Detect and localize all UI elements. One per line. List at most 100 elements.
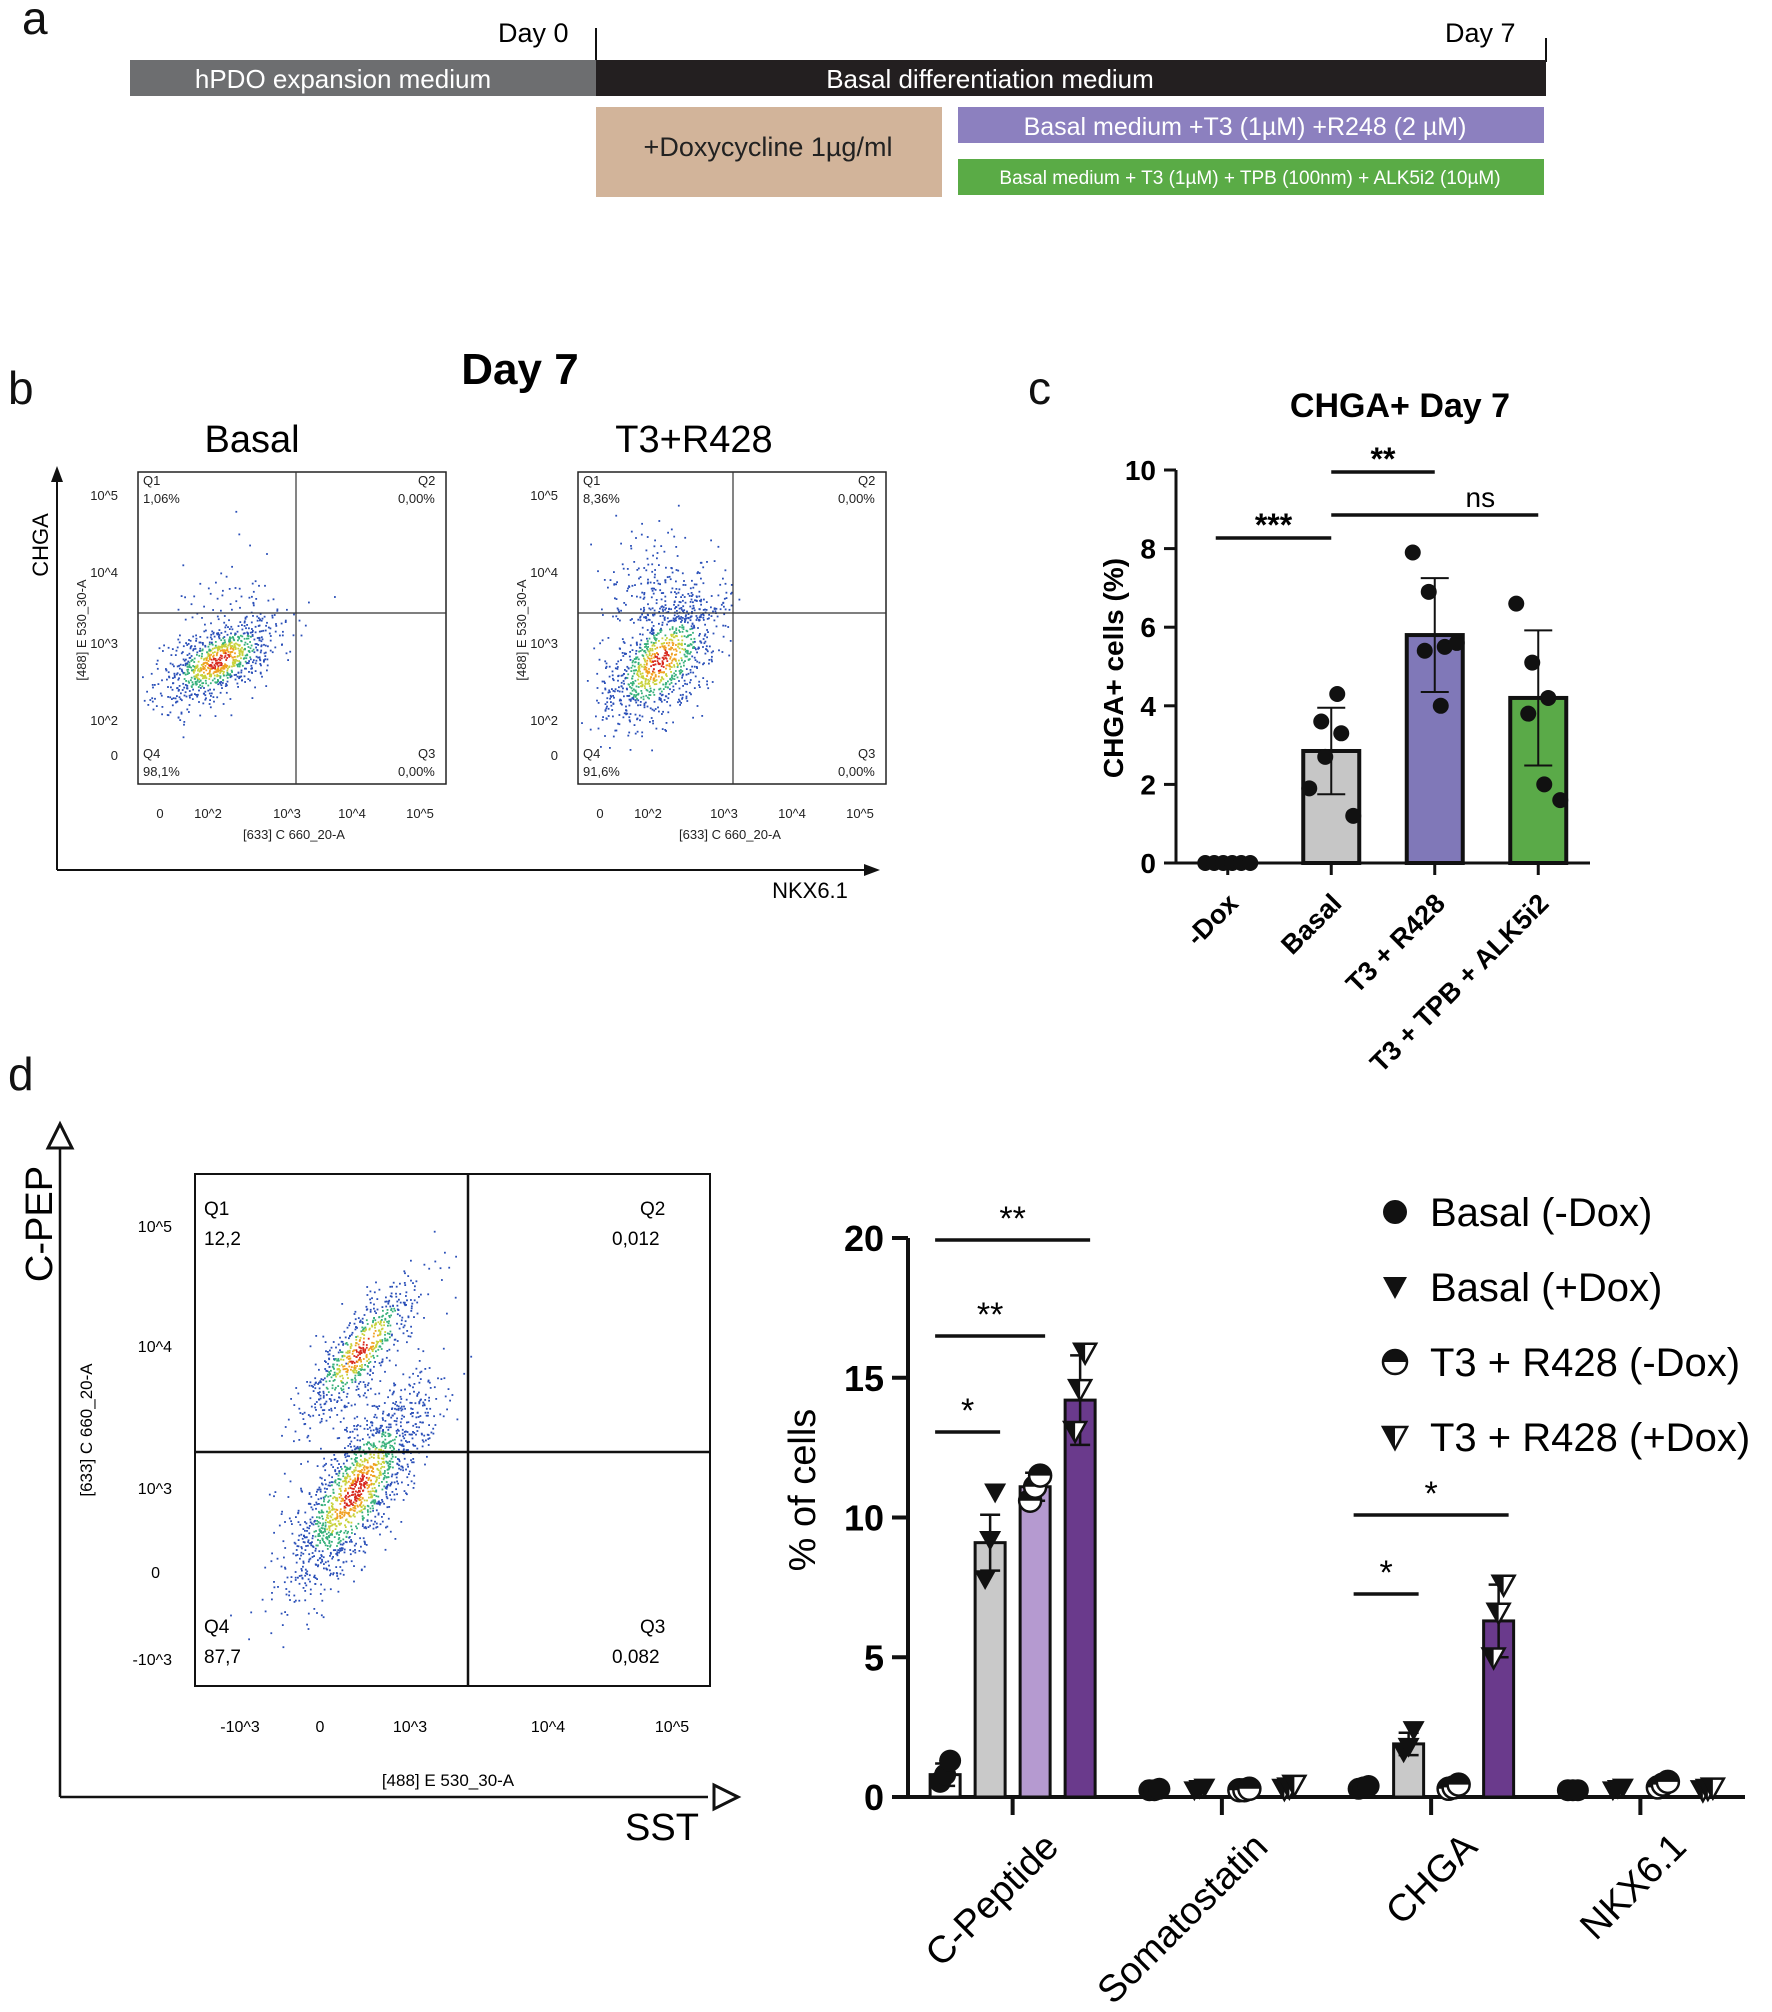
flow-event-dot — [401, 1316, 404, 1319]
flow-event-dot — [219, 672, 221, 674]
flow-event-dot — [327, 1512, 330, 1514]
flow-event-dot — [345, 1395, 348, 1398]
flow-event-dot — [394, 1407, 396, 1410]
flow-event-dot — [400, 1323, 403, 1325]
flow-event-dot — [250, 644, 253, 647]
flow-event-dot — [263, 643, 265, 646]
flow-event-dot — [656, 632, 659, 635]
flow-event-dot — [324, 1561, 327, 1564]
flow-event-dot — [321, 1527, 324, 1530]
flow-event-dot — [429, 1387, 432, 1389]
flow-event-dot — [180, 711, 183, 714]
flow-event-dot — [362, 1346, 365, 1349]
flow-event-dot — [347, 1504, 350, 1507]
flow-event-dot — [213, 688, 215, 691]
flow-event-dot — [695, 666, 698, 668]
flow-event-dot — [638, 664, 641, 667]
flow-event-dot — [330, 1394, 333, 1396]
flow-event-dot — [373, 1317, 375, 1320]
flow-event-dot — [685, 617, 688, 620]
flow-event-dot — [369, 1370, 372, 1372]
flow-event-dot — [316, 1488, 319, 1491]
panel-a-letter: a — [22, 0, 48, 44]
flow-event-dot — [359, 1319, 362, 1322]
flow-event-dot — [612, 695, 614, 697]
flow-event-dot — [340, 1466, 342, 1468]
flow-event-dot — [252, 648, 255, 651]
flow-event-dot — [376, 1463, 378, 1466]
flow-xlabel: [488] E 530_30-A — [382, 1771, 515, 1790]
flow-event-dot — [200, 668, 203, 671]
flow-event-dot — [635, 701, 638, 704]
flow-event-dot — [446, 1408, 448, 1411]
flow-event-dot — [289, 1599, 291, 1601]
flow-event-dot — [188, 652, 191, 655]
flow-event-dot — [214, 715, 217, 717]
flow-event-dot — [244, 667, 246, 670]
flow-event-dot — [367, 1511, 369, 1513]
flow-event-dot — [344, 1483, 347, 1485]
flow-event-dot — [629, 749, 632, 751]
flow-event-dot — [618, 647, 621, 650]
flow-event-dot — [213, 651, 216, 653]
flow-event-dot — [206, 656, 209, 659]
flow-event-dot — [316, 1490, 318, 1493]
flow-event-dot — [310, 1544, 313, 1547]
flow-event-dot — [266, 553, 268, 555]
flow-event-dot — [344, 1526, 347, 1528]
flow-event-dot — [334, 1549, 337, 1551]
flow-event-dot — [640, 608, 642, 611]
flow-event-dot — [691, 665, 693, 668]
flow-event-dot — [382, 1472, 385, 1475]
flow-event-dot — [380, 1463, 383, 1465]
flow-event-dot — [653, 609, 656, 612]
flow-event-dot — [618, 610, 620, 613]
flow-event-dot — [643, 608, 646, 611]
flow-event-dot — [234, 648, 237, 650]
flow-event-dot — [403, 1324, 406, 1327]
flow-event-dot — [643, 668, 646, 671]
flow-event-dot — [300, 1533, 303, 1536]
data-point — [1436, 638, 1453, 655]
flow-event-dot — [361, 1322, 364, 1324]
flow-event-dot — [219, 654, 222, 657]
flow-event-dot — [213, 677, 216, 680]
x-tick: 10^3 — [393, 1719, 427, 1736]
flow-event-dot — [406, 1341, 408, 1344]
flow-event-dot — [401, 1428, 404, 1431]
flow-event-dot — [310, 1506, 313, 1509]
flow-event-dot — [321, 1539, 324, 1542]
flow-event-dot — [615, 598, 618, 600]
flow-event-dot — [706, 683, 708, 686]
flow-event-dot — [328, 1474, 331, 1477]
flow-event-dot — [217, 680, 219, 682]
flow-event-dot — [433, 1230, 436, 1233]
flow-event-dot — [173, 674, 176, 677]
flow-event-dot — [426, 1433, 429, 1436]
flow-event-dot — [325, 1350, 327, 1353]
flow-event-dot — [353, 1445, 356, 1448]
flow-event-dot — [316, 1544, 319, 1547]
flow-event-dot — [427, 1293, 430, 1296]
data-point — [1062, 1420, 1089, 1445]
flow-event-dot — [361, 1317, 364, 1320]
flow-event-dot — [367, 1479, 370, 1481]
data-point — [1333, 725, 1350, 742]
flow-event-dot — [381, 1481, 383, 1483]
flow-event-dot — [372, 1372, 374, 1374]
flow-event-dot — [653, 694, 656, 696]
flow-event-dot — [364, 1383, 367, 1386]
flow-event-dot — [368, 1493, 371, 1496]
flow-event-dot — [350, 1540, 353, 1543]
flow-event-dot — [679, 643, 682, 646]
flow-event-dot — [330, 1533, 332, 1535]
flow-event-dot — [604, 660, 607, 663]
flow-event-dot — [218, 629, 221, 631]
flow-event-dot — [216, 632, 218, 635]
y-tick: 0 — [151, 1565, 160, 1582]
flow-event-dot — [710, 658, 713, 661]
flow-event-dot — [328, 1409, 331, 1411]
flow-event-dot — [369, 1524, 371, 1527]
quadrant-q1-value: 1,06% — [143, 491, 180, 506]
flow-event-dot — [388, 1460, 391, 1463]
